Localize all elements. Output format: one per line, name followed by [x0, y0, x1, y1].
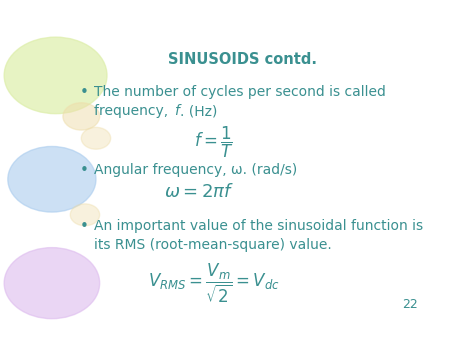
Text: An important value of the sinusoidal function is: An important value of the sinusoidal fun…	[94, 219, 423, 233]
Text: SINUSOIDS contd.: SINUSOIDS contd.	[168, 52, 318, 67]
Text: •: •	[80, 163, 88, 178]
Circle shape	[8, 147, 96, 212]
Text: its RMS (root-mean-square) value.: its RMS (root-mean-square) value.	[94, 238, 332, 252]
Text: Angular frequency, ω. (rad/s): Angular frequency, ω. (rad/s)	[94, 163, 297, 177]
Text: . (Hz): . (Hz)	[181, 104, 218, 118]
Text: 22: 22	[401, 298, 418, 311]
Circle shape	[70, 204, 100, 226]
Text: •: •	[80, 85, 88, 100]
Text: $\omega = 2\pi f$: $\omega = 2\pi f$	[164, 184, 234, 201]
Text: $f = \dfrac{1}{T}$: $f = \dfrac{1}{T}$	[194, 125, 233, 160]
Circle shape	[4, 37, 107, 114]
Text: frequency,: frequency,	[94, 104, 173, 118]
Text: The number of cycles per second is called: The number of cycles per second is calle…	[94, 85, 386, 99]
Circle shape	[4, 248, 100, 319]
Text: $V_{RMS} = \dfrac{V_m}{\sqrt{2}} = V_{dc}$: $V_{RMS} = \dfrac{V_m}{\sqrt{2}} = V_{dc…	[148, 261, 279, 305]
Circle shape	[82, 127, 111, 149]
Text: f: f	[174, 104, 179, 118]
Text: •: •	[80, 219, 88, 234]
Circle shape	[63, 103, 100, 130]
